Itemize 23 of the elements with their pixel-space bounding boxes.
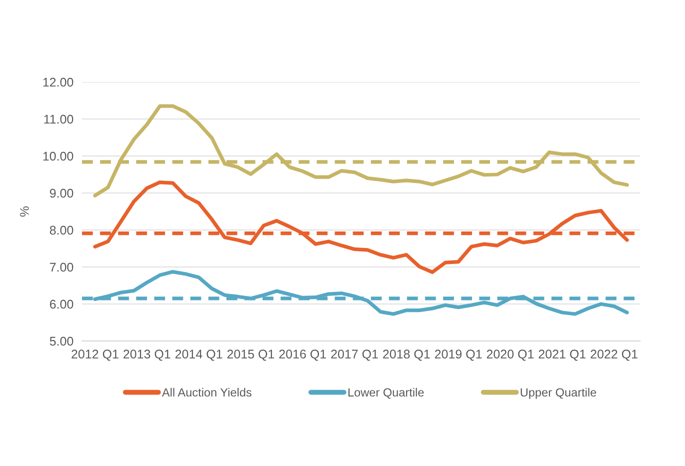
legend-label: Lower Quartile — [348, 388, 424, 399]
x-tick-label: 2021 Q1 — [538, 350, 586, 361]
x-tick-label: 2012 Q1 — [72, 350, 118, 361]
x-tick-label: 2015 Q1 — [227, 350, 274, 361]
x-tick-label: 2016 Q1 — [279, 350, 326, 361]
legend-label: All Auction Yields — [162, 388, 252, 397]
y-tick-label: 10.00 — [43, 152, 74, 161]
y-tick-label: 7.00 — [50, 262, 74, 272]
x-tick-label: 2020 Q1 — [486, 350, 534, 361]
x-tick-label: 2019 Q1 — [434, 350, 482, 361]
y-tick-label: 5.00 — [50, 336, 74, 346]
x-tick-label: 2017 Q1 — [331, 350, 378, 361]
y-tick-label: 8.00 — [50, 226, 74, 235]
x-tick-label: 2018 Q1 — [383, 350, 430, 361]
y-tick-label: 11.00 — [44, 114, 74, 124]
y-axis-title: % — [20, 206, 29, 217]
y-tick-label: 12.00 — [43, 78, 74, 87]
x-tick-label: 2014 Q1 — [175, 350, 222, 361]
x-tick-label: 2022 Q1 — [590, 350, 638, 361]
legend-label: Upper Quartile — [520, 388, 596, 399]
x-tick-label: 2013 Q1 — [124, 350, 170, 361]
y-tick-label: 6.00 — [50, 300, 74, 309]
y-tick-label: 9.00 — [50, 188, 74, 198]
